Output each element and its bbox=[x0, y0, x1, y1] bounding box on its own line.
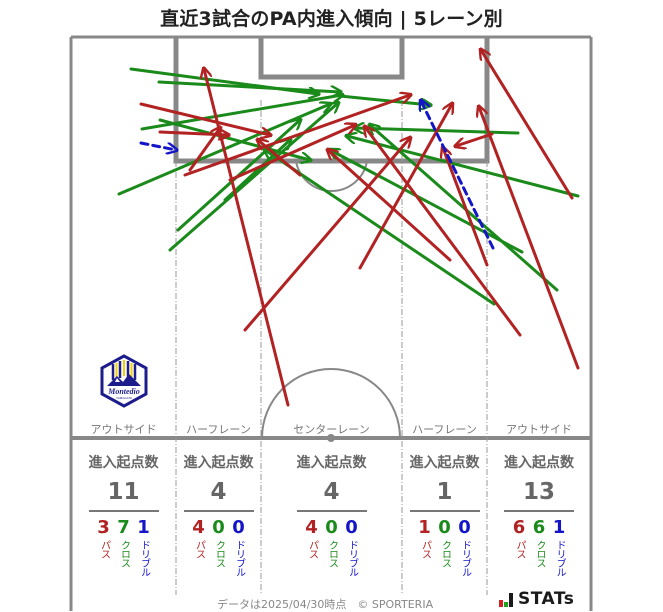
cross-label: クロス bbox=[534, 540, 545, 567]
pitch-lines bbox=[69, 35, 593, 611]
team-crest-icon: Montedio YAMAGATA bbox=[100, 354, 148, 408]
dribble-count: 1 bbox=[552, 517, 566, 538]
dribble-label: ドリブル bbox=[554, 540, 565, 576]
pass-count: 3 bbox=[97, 517, 110, 538]
divider bbox=[183, 510, 254, 512]
svg-text:Montedio: Montedio bbox=[107, 387, 140, 396]
lane-label-right-outside: アウトサイド bbox=[506, 423, 572, 436]
cross-count: 0 bbox=[212, 517, 225, 538]
lane-label-left-halfspace: ハーフレーン bbox=[186, 423, 251, 436]
divider bbox=[504, 510, 574, 512]
dribble-count: 1 bbox=[137, 517, 150, 538]
entry-total: 4 bbox=[210, 479, 227, 505]
bar-chart-icon bbox=[499, 593, 513, 607]
dribble-label: ドリブル bbox=[459, 540, 471, 576]
entry-total: 13 bbox=[522, 479, 555, 505]
divider bbox=[409, 510, 480, 512]
pass-label: パス bbox=[514, 540, 525, 558]
dribble-label: ドリブル bbox=[346, 540, 358, 576]
divider bbox=[296, 510, 367, 512]
pass-count: 1 bbox=[418, 517, 431, 538]
divider bbox=[88, 510, 159, 512]
lane-label-center: センターレーン bbox=[293, 423, 370, 436]
entry-count-label: 進入起点数 bbox=[183, 455, 254, 471]
lane-stats-left-halfspace: 進入起点数 4 4 パス 0 クロス 0 ドリブル bbox=[176, 452, 261, 576]
entry-count-label: 進入起点数 bbox=[409, 455, 480, 471]
dribble-count: 0 bbox=[458, 517, 471, 538]
pass-count: 4 bbox=[192, 517, 205, 538]
pass-label: パス bbox=[193, 540, 205, 558]
cross-label: クロス bbox=[118, 540, 130, 567]
lane-stats-center: 進入起点数 4 4 パス 0 クロス 0 ドリブル bbox=[261, 452, 402, 576]
pass-count: 4 bbox=[305, 517, 318, 538]
stats-brand-logo: STATs bbox=[498, 590, 574, 608]
entry-count-label: 進入起点数 bbox=[504, 455, 574, 471]
dribble-count: 0 bbox=[232, 517, 245, 538]
dribble-count: 0 bbox=[345, 517, 358, 538]
svg-text:YAMAGATA: YAMAGATA bbox=[116, 396, 132, 400]
entry-count-label: 進入起点数 bbox=[296, 455, 367, 471]
pass-label: パス bbox=[306, 540, 318, 558]
dribble-arrows bbox=[139, 101, 495, 250]
lane-label-right-halfspace: ハーフレーン bbox=[412, 423, 477, 436]
cross-count: 7 bbox=[117, 517, 130, 538]
entry-total: 4 bbox=[323, 479, 340, 505]
pass-count: 6 bbox=[512, 517, 526, 538]
dribble-label: ドリブル bbox=[138, 540, 150, 576]
entry-total: 11 bbox=[107, 479, 140, 505]
pass-arrows bbox=[139, 50, 580, 407]
entry-total: 1 bbox=[436, 479, 453, 505]
pass-label: パス bbox=[419, 540, 431, 558]
data-timestamp-note: データは2025/04/30時点 © SPORTERIA bbox=[217, 598, 434, 611]
page-title: 直近3試合のPA内進入傾向 | 5レーン別 bbox=[160, 8, 503, 30]
lane-stats-right-outside: 進入起点数 13 6 パス 6 クロス 1 ドリブル bbox=[487, 452, 591, 576]
cross-count: 6 bbox=[532, 517, 546, 538]
entry-count-label: 進入起点数 bbox=[88, 455, 159, 471]
cross-label: クロス bbox=[439, 540, 451, 567]
lane-stats-right-halfspace: 進入起点数 1 1 パス 0 クロス 0 ドリブル bbox=[402, 452, 487, 576]
cross-label: クロス bbox=[213, 540, 225, 567]
lane-stats-left-outside: 進入起点数 11 3 パス 7 クロス 1 ドリブル bbox=[71, 452, 176, 576]
brand-name: STATs bbox=[518, 589, 575, 609]
cross-count: 0 bbox=[325, 517, 338, 538]
pass-label: パス bbox=[98, 540, 110, 558]
dribble-label: ドリブル bbox=[233, 540, 245, 576]
cross-label: クロス bbox=[326, 540, 338, 567]
lane-label-left-outside: アウトサイド bbox=[90, 423, 157, 436]
cross-count: 0 bbox=[438, 517, 451, 538]
